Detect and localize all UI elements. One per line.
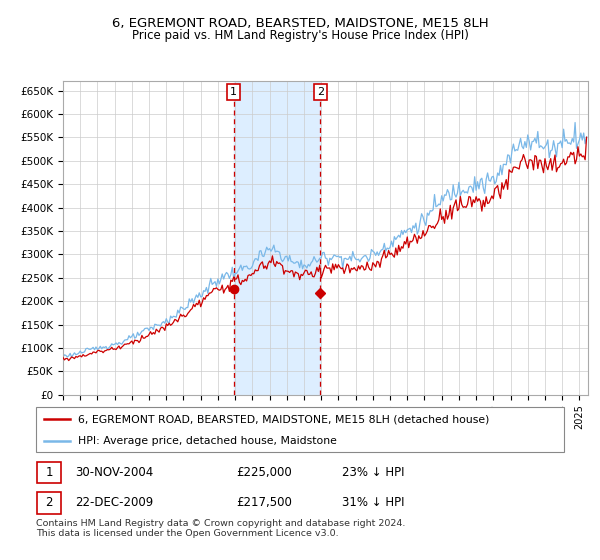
Text: 31% ↓ HPI: 31% ↓ HPI bbox=[342, 496, 405, 510]
Text: 6, EGREMONT ROAD, BEARSTED, MAIDSTONE, ME15 8LH: 6, EGREMONT ROAD, BEARSTED, MAIDSTONE, M… bbox=[112, 17, 488, 30]
Text: 1: 1 bbox=[45, 466, 53, 479]
Text: £217,500: £217,500 bbox=[236, 496, 293, 510]
Text: HPI: Average price, detached house, Maidstone: HPI: Average price, detached house, Maid… bbox=[78, 436, 337, 446]
Text: 1: 1 bbox=[230, 87, 237, 97]
Text: 23% ↓ HPI: 23% ↓ HPI bbox=[342, 466, 405, 479]
Text: Contains HM Land Registry data © Crown copyright and database right 2024.
This d: Contains HM Land Registry data © Crown c… bbox=[36, 519, 406, 538]
Text: 2: 2 bbox=[45, 496, 53, 510]
Text: £225,000: £225,000 bbox=[236, 466, 292, 479]
Text: 30-NOV-2004: 30-NOV-2004 bbox=[76, 466, 154, 479]
Text: 22-DEC-2009: 22-DEC-2009 bbox=[76, 496, 154, 510]
Text: Price paid vs. HM Land Registry's House Price Index (HPI): Price paid vs. HM Land Registry's House … bbox=[131, 29, 469, 42]
Bar bbox=[37, 492, 61, 514]
Bar bbox=[37, 462, 61, 483]
Text: 2: 2 bbox=[317, 87, 324, 97]
Bar bbox=[234, 81, 320, 395]
Text: 6, EGREMONT ROAD, BEARSTED, MAIDSTONE, ME15 8LH (detached house): 6, EGREMONT ROAD, BEARSTED, MAIDSTONE, M… bbox=[78, 414, 490, 424]
